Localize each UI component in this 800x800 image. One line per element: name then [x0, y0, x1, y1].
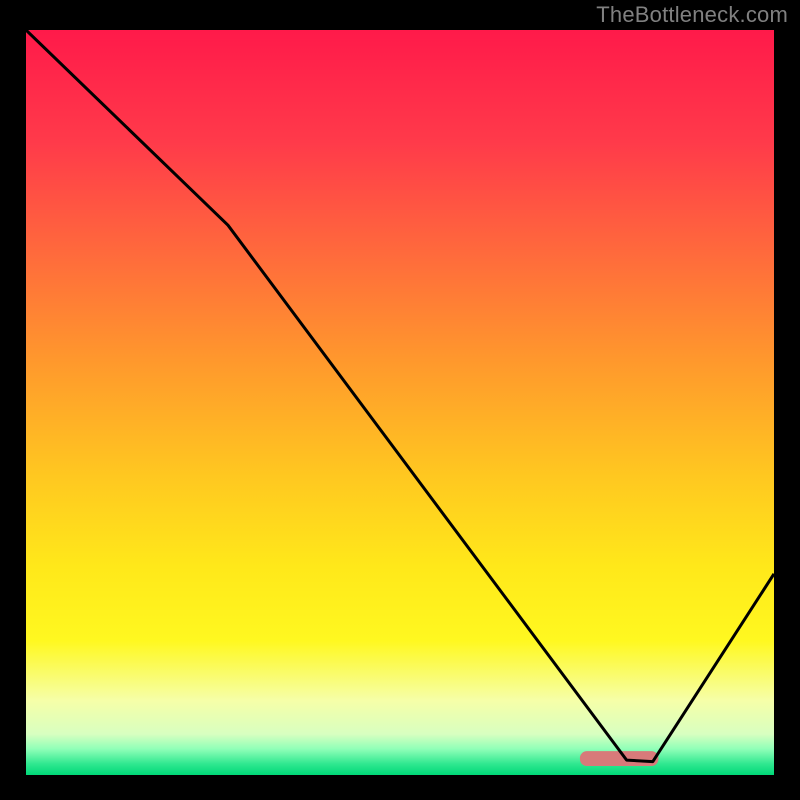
bottleneck-marker [580, 751, 659, 766]
chart-outer: TheBottleneck.com [0, 0, 800, 800]
gradient-bg [26, 30, 774, 775]
chart-svg [26, 30, 774, 775]
attribution-text: TheBottleneck.com [596, 2, 788, 28]
plot-area [26, 30, 774, 775]
